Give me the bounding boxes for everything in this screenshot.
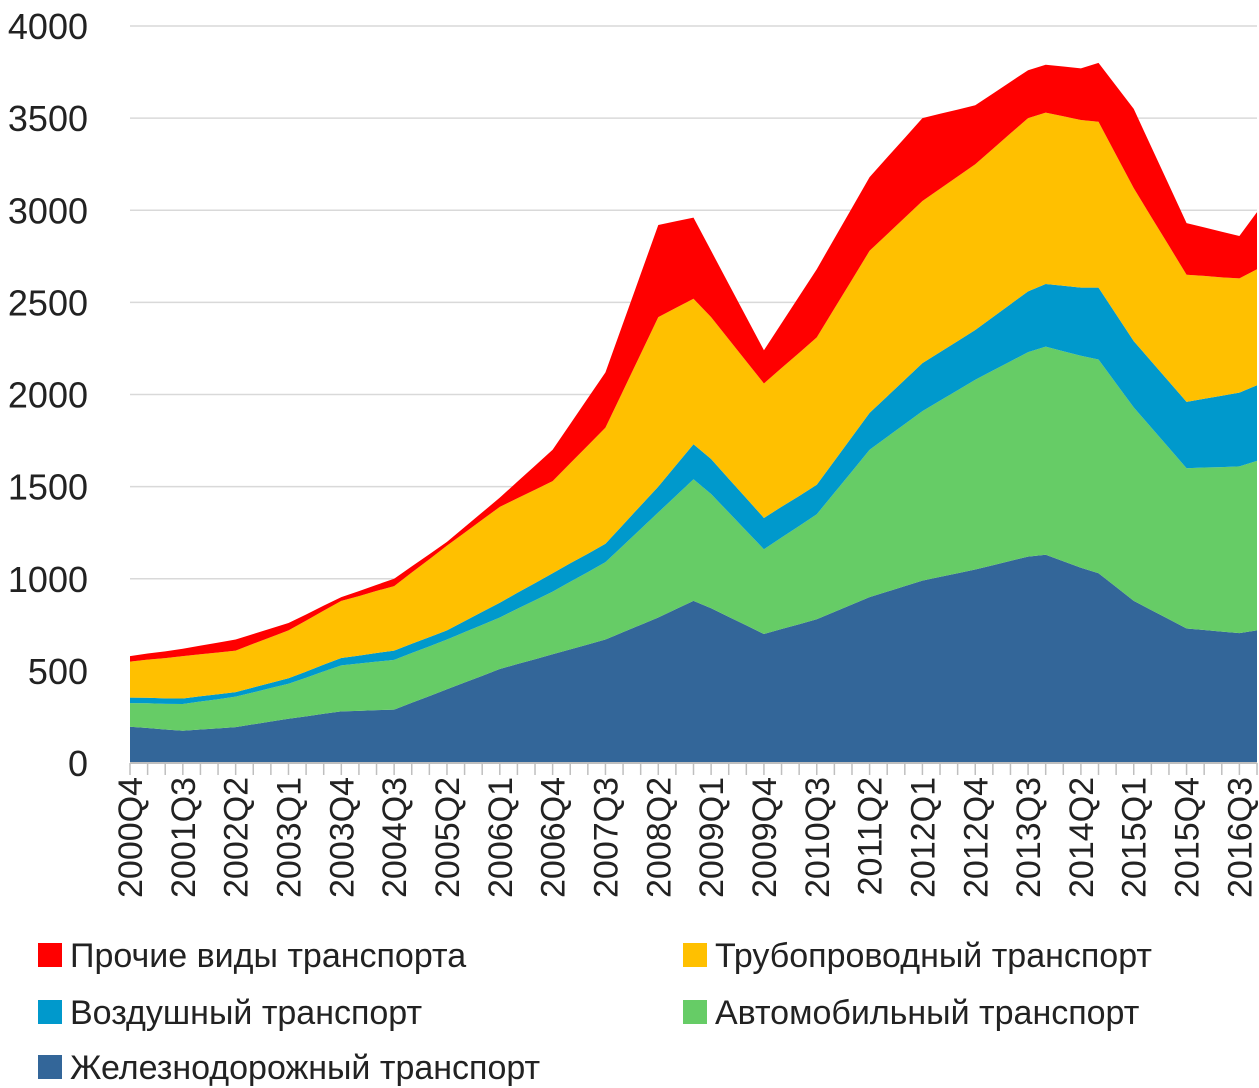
legend-swatch bbox=[38, 1055, 62, 1079]
x-tick-label: 2006Q4 bbox=[535, 777, 573, 898]
area bbox=[130, 554, 1257, 763]
legend-label: Трубопроводный транспорт bbox=[715, 937, 1152, 975]
y-tick-label: 3000 bbox=[8, 190, 88, 231]
x-tick-label: 2003Q1 bbox=[270, 777, 308, 898]
x-tick-label: 2014Q2 bbox=[1063, 777, 1101, 898]
y-tick-label: 1000 bbox=[8, 559, 88, 600]
area bbox=[130, 112, 1257, 699]
y-tick-label: 2500 bbox=[8, 282, 88, 323]
x-tick-label: 2016Q3 bbox=[1221, 777, 1259, 898]
y-tick-label: 2000 bbox=[8, 375, 88, 416]
y-tick-label: 500 bbox=[28, 651, 88, 692]
x-tick-label: 2010Q3 bbox=[799, 777, 837, 898]
legend-label: Автомобильный транспорт bbox=[715, 994, 1139, 1032]
x-tick-label: 2008Q2 bbox=[640, 777, 678, 898]
x-tick-label: 2003Q4 bbox=[323, 777, 361, 898]
y-tick-label: 4000 bbox=[8, 6, 88, 47]
x-tick-label: 2001Q3 bbox=[165, 777, 203, 898]
legend-swatch bbox=[683, 943, 707, 967]
x-tick-label: 2009Q4 bbox=[746, 777, 784, 898]
x-tick-label: 2011Q2 bbox=[852, 777, 890, 895]
legend-swatch bbox=[38, 1000, 62, 1024]
legend-swatch bbox=[38, 943, 62, 967]
area bbox=[130, 346, 1257, 731]
x-tick-label: 2006Q1 bbox=[482, 777, 520, 898]
x-tick-label: 2009Q1 bbox=[693, 777, 731, 898]
y-tick-label: 3500 bbox=[8, 98, 88, 139]
x-tick-label: 2002Q2 bbox=[218, 777, 256, 898]
legend-swatch bbox=[683, 1000, 707, 1024]
x-tick-label: 2007Q3 bbox=[587, 777, 625, 898]
x-tick-label: 2012Q4 bbox=[957, 777, 995, 898]
x-tick-label: 2000Q4 bbox=[112, 777, 150, 898]
legend-label: Железнодорожный транспорт bbox=[70, 1049, 540, 1087]
y-tick-label: 1500 bbox=[8, 467, 88, 508]
x-tick-label: 2013Q3 bbox=[1010, 777, 1048, 898]
x-tick-label: 2005Q2 bbox=[429, 777, 467, 898]
x-tick-label: 2015Q4 bbox=[1169, 777, 1207, 898]
x-tick-label: 2015Q1 bbox=[1116, 777, 1154, 898]
y-tick-label: 0 bbox=[68, 743, 88, 784]
x-tick-label: 2012Q1 bbox=[904, 777, 942, 898]
legend-label: Воздушный транспорт bbox=[70, 994, 422, 1032]
x-tick-label: 2004Q3 bbox=[376, 777, 414, 898]
legend-label: Прочие виды транспорта bbox=[70, 937, 466, 975]
